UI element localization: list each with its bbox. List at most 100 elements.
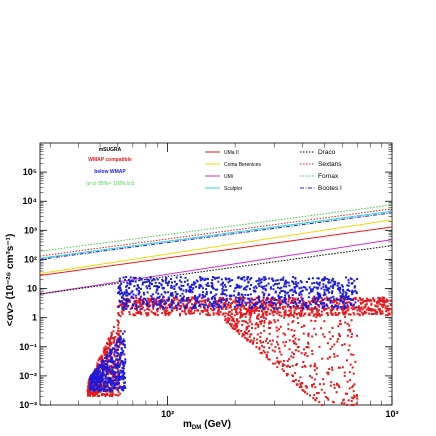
scatter-point <box>119 392 122 395</box>
scatter-point <box>293 329 296 332</box>
scatter-point <box>199 312 201 315</box>
scatter-point <box>297 282 300 285</box>
scatter-point <box>118 375 120 378</box>
scatter-point <box>136 284 139 287</box>
scatter-point <box>252 307 255 310</box>
scatter-point <box>355 306 358 309</box>
scatter-point <box>116 319 119 322</box>
scatter-point <box>270 305 273 308</box>
scatter-point <box>147 312 150 315</box>
scatter-point <box>199 305 202 308</box>
legend-label-sculptor: Sculptor <box>224 186 243 192</box>
scatter-point <box>229 285 232 288</box>
scatter-point <box>193 302 196 305</box>
scatter-point <box>356 334 358 337</box>
scatter-point <box>307 296 310 299</box>
scatter-point <box>246 301 249 304</box>
scatter-point <box>340 308 343 311</box>
scatter-point <box>265 301 268 304</box>
scatter-point <box>122 343 125 346</box>
scatter-point <box>353 394 356 397</box>
scatter-point <box>350 336 353 338</box>
scatter-point <box>228 280 231 283</box>
scatter-point <box>299 300 302 303</box>
scatter-point <box>192 281 195 284</box>
scatter-point <box>152 304 155 307</box>
scatter-point <box>94 388 97 391</box>
scatter-point <box>123 362 126 365</box>
scatter-point <box>180 287 183 290</box>
scatter-point <box>151 303 154 305</box>
scatter-point <box>101 358 104 361</box>
scatter-point <box>332 401 335 404</box>
scatter-point <box>255 309 258 312</box>
scatter-point <box>275 307 278 310</box>
scatter-point <box>110 357 113 360</box>
scatter-point <box>268 321 271 324</box>
x-tick-label: 10² <box>161 409 174 419</box>
scatter-point <box>109 394 112 396</box>
scatter-point <box>352 290 355 293</box>
scatter-point <box>257 301 260 304</box>
scatter-point <box>312 308 315 311</box>
scatter-point <box>225 294 228 297</box>
scatter-point <box>311 290 314 293</box>
scatter-point <box>129 281 132 284</box>
scatter-point <box>308 277 311 280</box>
scatter-point <box>319 294 322 297</box>
scatter-point <box>287 300 290 303</box>
scatter-point <box>192 283 195 286</box>
scatter-point <box>117 377 120 380</box>
scatter-point <box>203 306 205 309</box>
scatter-point <box>256 317 258 320</box>
scatter-point <box>364 303 367 306</box>
scatter-point <box>338 366 341 369</box>
scatter-point <box>191 291 194 294</box>
scatter-point <box>250 301 253 304</box>
scatter-point <box>120 348 123 351</box>
scatter-point <box>156 303 159 306</box>
scatter-point <box>348 313 351 316</box>
scatter-point <box>351 386 354 389</box>
scatter-point <box>262 287 265 290</box>
scatter-point <box>304 286 307 289</box>
scatter-point <box>236 312 239 315</box>
scatter-point <box>287 328 290 331</box>
scatter-point <box>279 304 281 307</box>
scatter-point <box>288 348 291 351</box>
scatter-point <box>87 382 90 385</box>
scatter-point <box>116 388 119 391</box>
scatter-point <box>213 276 216 279</box>
scatter-point <box>173 285 176 288</box>
scatter-point <box>384 307 387 310</box>
scatter-point <box>268 302 271 305</box>
scatter-point <box>231 317 234 320</box>
scatter-point <box>278 282 281 285</box>
scatter-point <box>261 310 263 313</box>
scatter-point <box>111 391 114 393</box>
scatter-point <box>175 283 178 286</box>
scatter-point <box>309 394 311 397</box>
scatter-point <box>311 310 314 313</box>
scatter-point <box>315 373 318 376</box>
scatter-point <box>292 356 295 359</box>
scatter-point <box>156 310 159 313</box>
scatter-point <box>356 306 359 309</box>
scatter-point <box>342 312 345 315</box>
scatter-point <box>334 311 337 314</box>
scatter-point <box>102 367 105 370</box>
scatter-point <box>102 351 105 354</box>
scatter-point <box>294 306 297 309</box>
scatter-point <box>213 304 216 307</box>
scatter-point <box>326 288 329 291</box>
scatter-point <box>199 300 202 303</box>
scatter-point <box>249 278 252 281</box>
scatter-point <box>346 322 349 325</box>
scatter-point <box>312 383 315 386</box>
scatter-point <box>330 312 333 315</box>
scatter-point <box>104 386 107 389</box>
scatter-point <box>116 349 119 351</box>
scatter-point <box>336 340 339 343</box>
scatter-point <box>377 296 380 299</box>
scatter-point <box>305 385 308 388</box>
